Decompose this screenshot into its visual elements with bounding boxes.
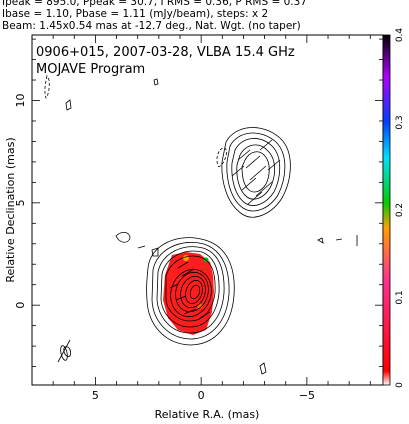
x-tick-label: 0 — [198, 389, 205, 402]
negative-contours — [44, 74, 227, 167]
colorbar-tick-label: 0.3 — [395, 115, 405, 129]
colorbar-tick-label: 0 — [395, 382, 405, 388]
plot-subtitle: MOJAVE Program — [36, 62, 145, 77]
polarization-red-region — [163, 252, 214, 335]
colorbar-tick-label: 0.1 — [395, 290, 405, 304]
y-tick-label: 10 — [14, 93, 27, 107]
x-tick-label: 5 — [92, 389, 99, 402]
jet-component-contours — [221, 127, 291, 218]
stray-vectors — [57, 235, 358, 363]
colorbar-tick-label: 0.4 — [395, 28, 405, 43]
colorbar — [382, 34, 391, 386]
jet-polarization-vectors — [231, 139, 281, 205]
y-axis-label: Relative Declination (mas) — [4, 137, 17, 282]
y-tick-label: 5 — [14, 199, 27, 206]
header-stats-line-2: Ibase = 1.10, Pbase = 1.11 (mJy/beam), s… — [2, 8, 269, 20]
header-beam-line: Beam: 1.45x0.54 mas at -12.7 deg., Nat. … — [2, 20, 301, 32]
header-stats-line-1: Ipeak = 895.0, Ppeak = 30.7, I RMS = 0.3… — [2, 0, 307, 8]
x-tick-label: −5 — [299, 389, 315, 402]
axis-ticks: 5 0 −5 0 5 10 — [14, 35, 383, 402]
restoring-beam — [60, 345, 68, 361]
core-polarization-vectors — [169, 261, 211, 319]
colorbar-ticks: 0 0.1 0.2 0.3 0.4 — [395, 28, 405, 388]
colorbar-tick-label: 0.2 — [395, 203, 405, 217]
noise-contours — [63, 78, 343, 375]
plot-frame — [31, 34, 384, 386]
polarization-orange-spot — [183, 255, 189, 261]
y-tick-label: 0 — [14, 302, 27, 309]
plot-title: 0906+015, 2007-03-28, VLBA 15.4 GHz — [36, 45, 295, 60]
map-content — [44, 74, 358, 375]
x-axis-label: Relative R.A. (mas) — [155, 408, 260, 421]
